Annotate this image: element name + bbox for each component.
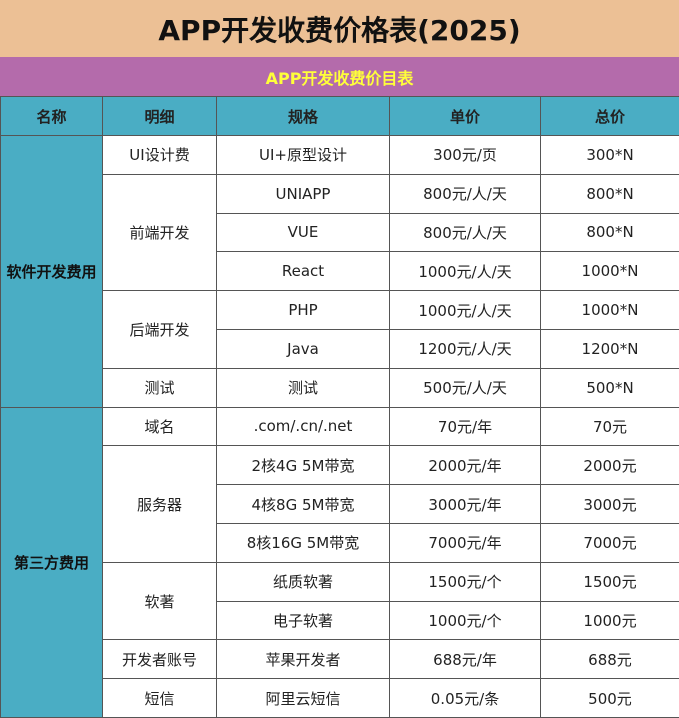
- detail-cell: 服务器: [103, 446, 217, 562]
- spec-cell: .com/.cn/.net: [217, 407, 390, 446]
- unit-price-cell: 1000元/人/天: [390, 291, 541, 330]
- unit-price-cell: 1200元/人/天: [390, 329, 541, 368]
- total-price-cell: 688元: [541, 640, 679, 679]
- spec-cell: 阿里云短信: [217, 679, 390, 718]
- spec-cell: PHP: [217, 291, 390, 330]
- detail-cell: 域名: [103, 407, 217, 446]
- detail-cell: 开发者账号: [103, 640, 217, 679]
- total-price-cell: 7000元: [541, 523, 679, 562]
- total-price-cell: 1000*N: [541, 252, 679, 291]
- spec-cell: React: [217, 252, 390, 291]
- unit-price-cell: 1000元/个: [390, 601, 541, 640]
- total-price-cell: 1000*N: [541, 291, 679, 330]
- unit-price-cell: 0.05元/条: [390, 679, 541, 718]
- detail-cell: 前端开发: [103, 174, 217, 290]
- total-price-cell: 500元: [541, 679, 679, 718]
- unit-price-cell: 500元/人/天: [390, 368, 541, 407]
- unit-price-cell: 1500元/个: [390, 562, 541, 601]
- detail-cell: 软著: [103, 562, 217, 640]
- unit-price-cell: 3000元/年: [390, 485, 541, 524]
- spec-cell: Java: [217, 329, 390, 368]
- spec-cell: 8核16G 5M带宽: [217, 523, 390, 562]
- unit-price-cell: 2000元/年: [390, 446, 541, 485]
- total-price-cell: 70元: [541, 407, 679, 446]
- spec-cell: UNIAPP: [217, 174, 390, 213]
- total-price-cell: 300*N: [541, 136, 679, 175]
- total-price-cell: 800*N: [541, 174, 679, 213]
- total-price-cell: 500*N: [541, 368, 679, 407]
- total-price-cell: 800*N: [541, 213, 679, 252]
- header-row: 名称 明细 规格 单价 总价: [1, 97, 679, 136]
- unit-price-cell: 800元/人/天: [390, 213, 541, 252]
- category-cell: 软件开发费用: [1, 136, 103, 408]
- detail-cell: UI设计费: [103, 136, 217, 175]
- total-price-cell: 3000元: [541, 485, 679, 524]
- detail-cell: 短信: [103, 679, 217, 718]
- detail-cell: 测试: [103, 368, 217, 407]
- header-spec: 规格: [217, 97, 390, 136]
- spec-cell: 苹果开发者: [217, 640, 390, 679]
- unit-price-cell: 300元/页: [390, 136, 541, 175]
- unit-price-cell: 70元/年: [390, 407, 541, 446]
- total-price-cell: 1500元: [541, 562, 679, 601]
- unit-price-cell: 7000元/年: [390, 523, 541, 562]
- spec-cell: UI+原型设计: [217, 136, 390, 175]
- detail-cell: 后端开发: [103, 291, 217, 369]
- table-subtitle: APP开发收费价目表: [0, 57, 679, 96]
- spec-cell: 2核4G 5M带宽: [217, 446, 390, 485]
- header-unit-price: 单价: [390, 97, 541, 136]
- spec-cell: 电子软著: [217, 601, 390, 640]
- spec-cell: 纸质软著: [217, 562, 390, 601]
- unit-price-cell: 1000元/人/天: [390, 252, 541, 291]
- spec-cell: 4核8G 5M带宽: [217, 485, 390, 524]
- spec-cell: VUE: [217, 213, 390, 252]
- total-price-cell: 1200*N: [541, 329, 679, 368]
- header-detail: 明细: [103, 97, 217, 136]
- spec-cell: 测试: [217, 368, 390, 407]
- category-cell: 第三方费用: [1, 407, 103, 717]
- header-total-price: 总价: [541, 97, 679, 136]
- unit-price-cell: 688元/年: [390, 640, 541, 679]
- header-name: 名称: [1, 97, 103, 136]
- total-price-cell: 1000元: [541, 601, 679, 640]
- unit-price-cell: 800元/人/天: [390, 174, 541, 213]
- total-price-cell: 2000元: [541, 446, 679, 485]
- page-title: APP开发收费价格表(2025): [0, 0, 679, 57]
